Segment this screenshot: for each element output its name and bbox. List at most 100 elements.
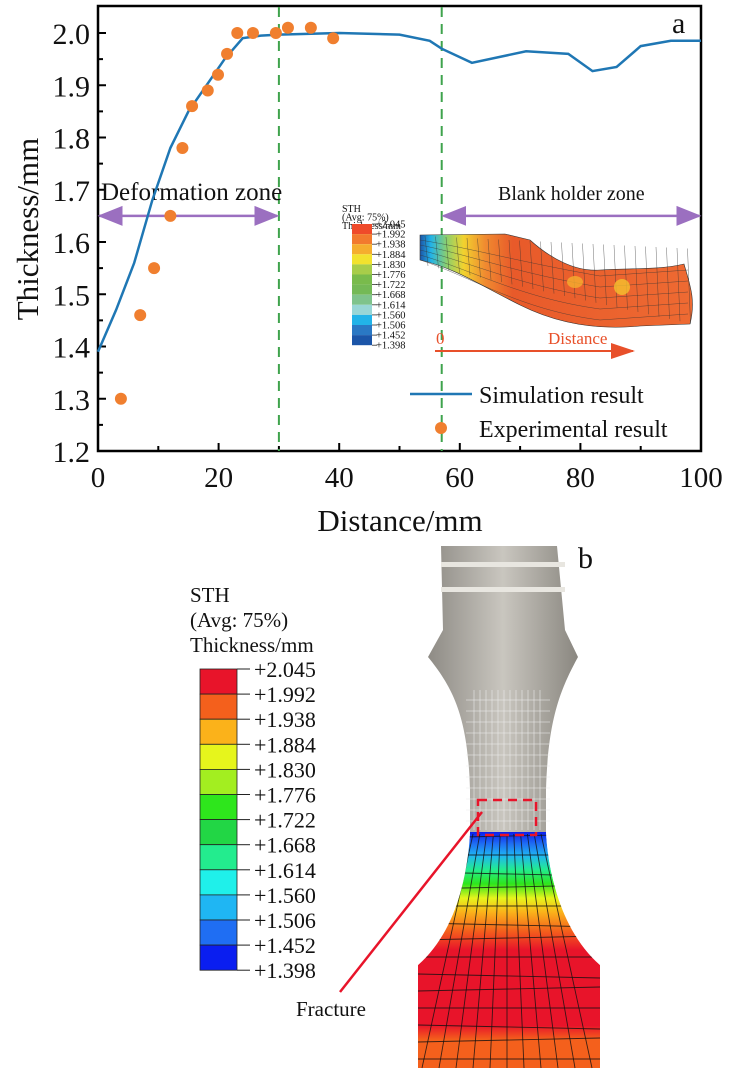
panel-b-figure: b STH(Avg: 75%)Thickness/mm+2.045+1.992+…	[190, 542, 620, 1069]
experimental-data-point	[164, 209, 177, 222]
inset-legend-swatch	[352, 325, 372, 336]
simulation-series-line	[96, 31, 701, 353]
y-axis-label: Thickness/mm	[10, 138, 45, 321]
legend-experimental-label: Experimental result	[479, 417, 668, 443]
inset-legend-value: +1.452	[376, 331, 406, 342]
mesh-line	[435, 236, 439, 269]
fem-mesh-line	[520, 833, 542, 1069]
experimental-data-point	[246, 27, 259, 39]
fem-mesh-line	[540, 833, 593, 1069]
legend-b-swatch	[199, 693, 238, 720]
experimental-data-point	[327, 32, 340, 45]
inset-legend-value: +1.776	[376, 270, 406, 281]
legend-b-value: +1.560	[254, 883, 316, 908]
inset-legend-value: +1.938	[376, 240, 406, 251]
legend-b-swatch	[199, 743, 238, 770]
fem-mesh-line	[417, 986, 601, 992]
inset-legend-swatch	[352, 304, 372, 315]
mesh-line	[634, 245, 639, 313]
experimental-data-point	[269, 27, 282, 39]
inset-legend-value: +2.045	[376, 220, 406, 231]
specimen-ridge	[441, 587, 565, 592]
legend-b-swatch	[199, 769, 238, 795]
legend-b-swatch	[199, 794, 238, 821]
mesh-line	[498, 239, 502, 283]
fem-mesh-line	[455, 833, 488, 1069]
mesh-line	[603, 244, 607, 306]
experimental-data-point	[211, 68, 224, 81]
hotspot	[614, 279, 630, 295]
legend-b-title: (Avg: 75%)	[190, 608, 288, 632]
inset-legend-value: +1.722	[376, 280, 406, 291]
legend-b-swatch	[199, 944, 238, 971]
mesh-line	[419, 254, 689, 310]
inset-zero-label: 0	[436, 329, 445, 348]
plot-frame	[96, 4, 703, 453]
x-tick-label: 20	[204, 462, 233, 494]
inset-legend-swatch	[352, 274, 372, 285]
inset-legend-swatch	[352, 254, 372, 265]
mask	[546, 832, 620, 965]
panel-a-chart: 0 20 40 60 80 100 1.2 1.3 1.4 1.5 1.6 1.7 1.8 1.9 2.0…	[10, 4, 723, 538]
mesh-line	[419, 259, 689, 321]
y-tick-label: 1.2	[53, 436, 91, 469]
experimental-data-point	[186, 100, 199, 113]
fem-mesh-line	[489, 833, 501, 1069]
inset-legend-swatch	[352, 264, 372, 275]
experimental-data-point	[221, 47, 234, 60]
inset-fem-model: STH(Avg: 75%)Thickness/mm+2.045+1.992+1.…	[342, 204, 693, 359]
mesh-line	[582, 243, 586, 301]
mesh-line	[624, 245, 628, 310]
legend-b-swatch	[199, 844, 238, 871]
mesh-line	[540, 241, 544, 292]
legend-b-swatch	[199, 718, 238, 745]
experimental-data-point	[231, 27, 244, 39]
mesh-line	[666, 247, 670, 319]
inset-legend-value: +1.506	[376, 321, 406, 332]
mesh-line	[477, 238, 481, 278]
inset-legend-swatch	[352, 224, 372, 235]
fracture-pointer-line	[339, 811, 483, 993]
mesh-line	[645, 246, 649, 315]
inset-legend-value: +1.830	[376, 260, 406, 271]
legend-b-value: +1.830	[254, 757, 316, 782]
legend-b-value: +1.614	[254, 858, 316, 883]
mesh-line	[676, 247, 681, 322]
mesh-line	[687, 248, 691, 324]
inset-legend-swatch	[352, 294, 372, 305]
fem-mesh-line	[438, 833, 481, 1069]
inset-legend-swatch	[352, 244, 372, 255]
x-tick-label: 80	[566, 462, 595, 494]
legend-b-value: +1.884	[254, 732, 316, 757]
legend-b-value: +1.776	[254, 783, 316, 808]
inset-distance-label: Distance	[548, 329, 607, 348]
legend-b-title: Thickness/mm	[190, 633, 314, 657]
thickness-color-scale: STH(Avg: 75%)Thickness/mm+2.045+1.992+1.…	[190, 583, 316, 983]
inset-legend-title: (Avg: 75%)	[342, 213, 389, 224]
legend-b-swatch	[199, 668, 238, 695]
inset-legend-value: +1.560	[376, 310, 406, 321]
x-tick-label: 60	[445, 462, 474, 494]
inset-legend-swatch	[352, 314, 372, 325]
hotspot	[567, 276, 583, 288]
inset-legend-title: STH	[342, 204, 361, 215]
inset-legend-swatch	[352, 335, 372, 346]
y-tick-label: 2.0	[53, 18, 91, 51]
mesh-line	[571, 242, 576, 299]
inset-legend-value: +1.614	[376, 300, 406, 311]
mesh-line	[419, 244, 689, 288]
mesh-line	[456, 237, 460, 273]
y-tick-label: 1.8	[53, 123, 91, 156]
inset-legend-swatch	[352, 284, 372, 295]
fem-mesh-line	[526, 833, 559, 1069]
experimental-data-point	[176, 141, 189, 154]
panel-label-b: b	[578, 542, 593, 575]
mesh-line	[592, 243, 597, 303]
fem-mesh-line	[533, 833, 576, 1069]
x-tick-label: 40	[325, 462, 354, 494]
legend-b-swatch	[199, 869, 238, 896]
x-axis-label: Distance/mm	[317, 503, 482, 538]
fracture-label: Fracture	[296, 997, 366, 1021]
legend-b-swatch	[199, 919, 238, 946]
